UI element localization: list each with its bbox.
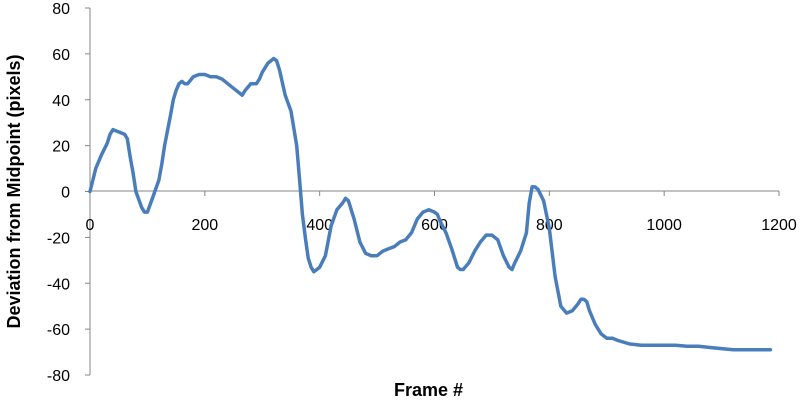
y-tick-label: -20 bbox=[47, 230, 70, 247]
series-layer bbox=[88, 56, 773, 352]
y-tick-label: -60 bbox=[47, 322, 70, 339]
x-tick-label: 0 bbox=[86, 217, 95, 234]
series-line bbox=[88, 56, 773, 352]
x-tick-label: 400 bbox=[306, 217, 333, 234]
x-ticks: 0 200 400 600 800 1000 1200 bbox=[86, 191, 797, 234]
x-tick-label: 1000 bbox=[646, 217, 682, 234]
y-tick-label: -80 bbox=[47, 368, 70, 385]
y-tick-label: 0 bbox=[61, 185, 70, 202]
y-tick-label: 40 bbox=[52, 93, 70, 110]
y-tick-label: 60 bbox=[52, 47, 70, 64]
y-tick-label: -40 bbox=[47, 276, 70, 293]
y-tick-label: 20 bbox=[52, 139, 70, 156]
x-tick-label: 200 bbox=[191, 217, 218, 234]
x-tick-label: 1200 bbox=[761, 217, 797, 234]
y-tick-label: 80 bbox=[52, 1, 70, 18]
y-ticks: 80 60 40 20 0 -20 -40 -60 -80 bbox=[47, 1, 90, 385]
y-axis-title: Deviation from Midpoint (pixels) bbox=[4, 54, 24, 328]
x-axis-title: Frame # bbox=[394, 380, 463, 400]
